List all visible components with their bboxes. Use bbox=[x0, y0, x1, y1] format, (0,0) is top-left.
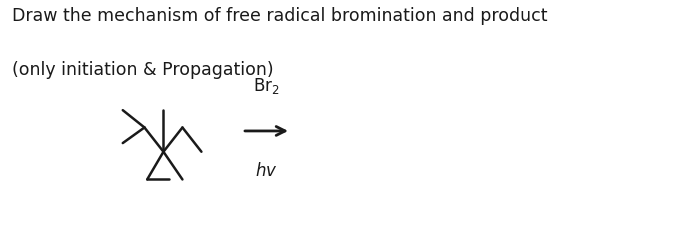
Text: (only initiation & Propagation): (only initiation & Propagation) bbox=[12, 61, 274, 79]
Text: $hv$: $hv$ bbox=[256, 162, 278, 180]
Text: Br$_2$: Br$_2$ bbox=[253, 76, 280, 96]
Text: Draw the mechanism of free radical bromination and product: Draw the mechanism of free radical bromi… bbox=[12, 7, 547, 25]
